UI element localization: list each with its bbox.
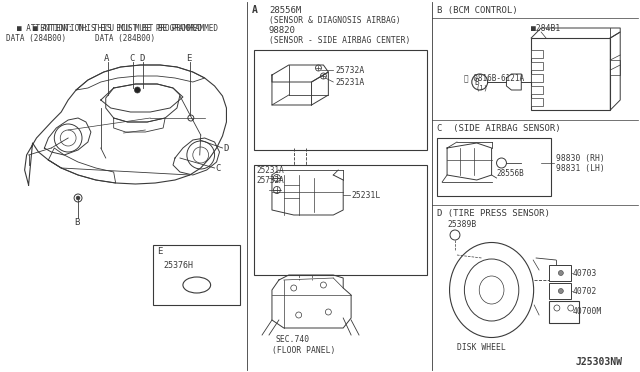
Text: 25231L: 25231L [351, 190, 380, 199]
Bar [549, 265, 571, 281]
Text: A: A [252, 5, 258, 15]
Text: DATA (284B00): DATA (284B00) [95, 33, 156, 42]
Bar [153, 245, 240, 305]
Text: ■ ATTENTION: THIS ECU MUST BE PROGRAMMED: ■ ATTENTION: THIS ECU MUST BE PROGRAMMED [33, 23, 218, 32]
Text: (SENSOR - SIDE AIRBAG CENTER): (SENSOR - SIDE AIRBAG CENTER) [269, 35, 410, 45]
Bar [531, 74, 543, 82]
Bar [549, 301, 579, 323]
Bar [549, 283, 571, 299]
Text: SEC.740: SEC.740 [276, 336, 310, 344]
Bar [531, 98, 543, 106]
Text: DATA (284B00): DATA (284B00) [6, 33, 67, 42]
Bar [531, 38, 611, 110]
Text: C  (SIDE AIRBAG SENSOR): C (SIDE AIRBAG SENSOR) [437, 124, 561, 132]
Text: 25732A: 25732A [256, 176, 284, 185]
Text: C: C [129, 54, 135, 62]
Text: C: C [216, 164, 221, 173]
Text: B: B [74, 218, 79, 227]
Text: 98831 (LH): 98831 (LH) [556, 164, 605, 173]
Text: ■ ATTENTION: THIS ECU MUST BE PROGRAMMED: ■ ATTENTION: THIS ECU MUST BE PROGRAMMED [17, 23, 202, 32]
Text: D (TIRE PRESS SENSOR): D (TIRE PRESS SENSOR) [437, 208, 550, 218]
Text: 40700M: 40700M [573, 308, 602, 317]
Text: DISK WHEEL: DISK WHEEL [457, 343, 506, 353]
Text: E: E [186, 54, 191, 62]
Text: 28556M: 28556M [269, 6, 301, 15]
Circle shape [134, 87, 140, 93]
Text: 25231A: 25231A [335, 77, 365, 87]
Text: 25376H: 25376H [163, 260, 193, 269]
Text: 25389B: 25389B [447, 219, 476, 228]
Text: (1): (1) [476, 85, 488, 91]
Text: 28556B: 28556B [497, 169, 524, 177]
Text: 40703: 40703 [573, 269, 597, 278]
Text: (FLOOR PANEL): (FLOOR PANEL) [272, 346, 335, 355]
Text: ■284B1: ■284B1 [531, 23, 561, 32]
Bar [531, 86, 543, 94]
Text: 40702: 40702 [573, 286, 597, 295]
Circle shape [76, 196, 80, 200]
Text: A: A [104, 54, 109, 62]
Text: J25303NW: J25303NW [576, 357, 623, 367]
Text: 98820: 98820 [269, 26, 296, 35]
Text: 25231A: 25231A [256, 166, 284, 174]
Bar [437, 138, 551, 196]
Bar [531, 62, 543, 70]
Text: B (BCM CONTROL): B (BCM CONTROL) [437, 6, 518, 15]
Text: E: E [157, 247, 163, 257]
Text: Ⓑ 0816B-6121A: Ⓑ 0816B-6121A [464, 74, 524, 83]
Text: D: D [140, 54, 145, 62]
Bar [611, 60, 620, 75]
Text: D: D [223, 144, 229, 153]
Bar [254, 50, 428, 150]
Bar [254, 165, 428, 275]
Text: B: B [474, 77, 479, 87]
Circle shape [558, 270, 563, 276]
Text: (SENSOR & DIAGNOSIS AIRBAG): (SENSOR & DIAGNOSIS AIRBAG) [269, 16, 401, 25]
Text: 25732A: 25732A [335, 65, 365, 74]
Text: 98830 (RH): 98830 (RH) [556, 154, 605, 163]
Circle shape [558, 289, 563, 294]
Bar [531, 50, 543, 58]
